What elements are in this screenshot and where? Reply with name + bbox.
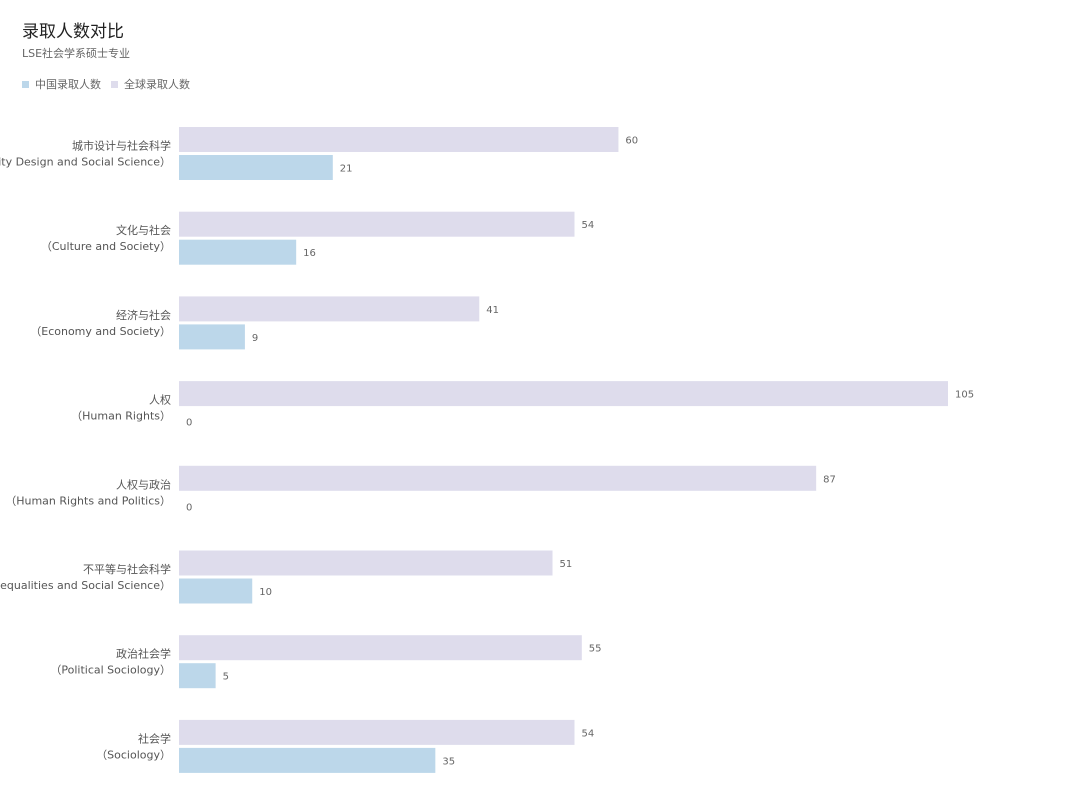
value-label-global-2: 41 (486, 305, 499, 316)
bar-china-6[interactable] (179, 663, 216, 689)
category-label-cn-0: 城市设计与社会科学 (72, 139, 171, 153)
value-label-global-1: 54 (581, 220, 594, 231)
category-label-en-7: （Sociology） (96, 748, 171, 761)
value-label-global-6: 55 (589, 644, 602, 655)
value-label-global-4: 87 (823, 474, 836, 485)
value-label-global-3: 105 (955, 390, 974, 401)
chart-subtitle: LSE社会学系硕士专业 (22, 47, 131, 60)
legend: 中国录取人数 全球录取人数 (22, 76, 190, 92)
category-label-en-5: （Inequalities and Social Science） (0, 579, 171, 592)
legend-item-china[interactable]: 中国录取人数 (22, 76, 101, 92)
category-label-cn-1: 文化与社会 (116, 223, 171, 237)
legend-item-global[interactable]: 全球录取人数 (111, 76, 190, 92)
legend-swatch-global (111, 80, 118, 88)
value-label-global-5: 51 (560, 559, 573, 570)
category-label-en-0: （City Design and Social Science） (0, 156, 171, 169)
bar-china-5[interactable] (179, 578, 253, 604)
bar-global-1[interactable] (179, 211, 575, 237)
legend-label-global: 全球录取人数 (124, 78, 190, 91)
bar-global-3[interactable] (179, 381, 948, 407)
value-label-china-4: 0 (186, 502, 192, 513)
bar-global-2[interactable] (179, 296, 480, 322)
legend-swatch-china (22, 80, 29, 88)
category-label-cn-3: 人权 (149, 394, 171, 407)
chart-title: 录取人数对比 (22, 22, 124, 42)
category-label-cn-7: 社会学 (138, 731, 171, 745)
bar-global-6[interactable] (179, 635, 582, 661)
value-label-china-3: 0 (186, 418, 192, 429)
bar-china-1[interactable] (179, 239, 297, 265)
bar-global-5[interactable] (179, 550, 553, 576)
value-label-china-1: 16 (303, 248, 316, 259)
value-label-china-2: 9 (252, 333, 258, 344)
category-label-cn-4: 人权与政治 (116, 477, 171, 491)
value-label-global-7: 54 (581, 728, 594, 739)
value-label-china-0: 21 (340, 164, 353, 175)
category-label-cn-6: 政治社会学 (116, 647, 171, 661)
value-label-global-0: 60 (625, 136, 638, 147)
value-label-china-5: 10 (259, 587, 272, 598)
category-label-en-1: （Culture and Society） (41, 240, 171, 253)
bar-global-7[interactable] (179, 719, 575, 745)
bar-china-0[interactable] (179, 155, 333, 180)
category-label-en-6: （Political Sociology） (50, 664, 171, 677)
bar-global-0[interactable] (179, 127, 619, 152)
category-label-en-4: （Human Rights and Politics） (5, 494, 171, 507)
category-label-cn-5: 不平等与社会科学 (83, 562, 171, 576)
bar-china-7[interactable] (179, 747, 436, 773)
value-label-china-6: 5 (223, 672, 229, 683)
category-label-cn-2: 经济与社会 (116, 308, 171, 322)
bar-china-2[interactable] (179, 324, 245, 350)
category-label-en-2: （Economy and Society） (30, 325, 171, 338)
value-label-china-7: 35 (442, 756, 455, 767)
bar-global-4[interactable] (179, 465, 817, 491)
legend-label-china: 中国录取人数 (35, 78, 101, 91)
category-label-en-3: （Human Rights） (71, 410, 171, 423)
